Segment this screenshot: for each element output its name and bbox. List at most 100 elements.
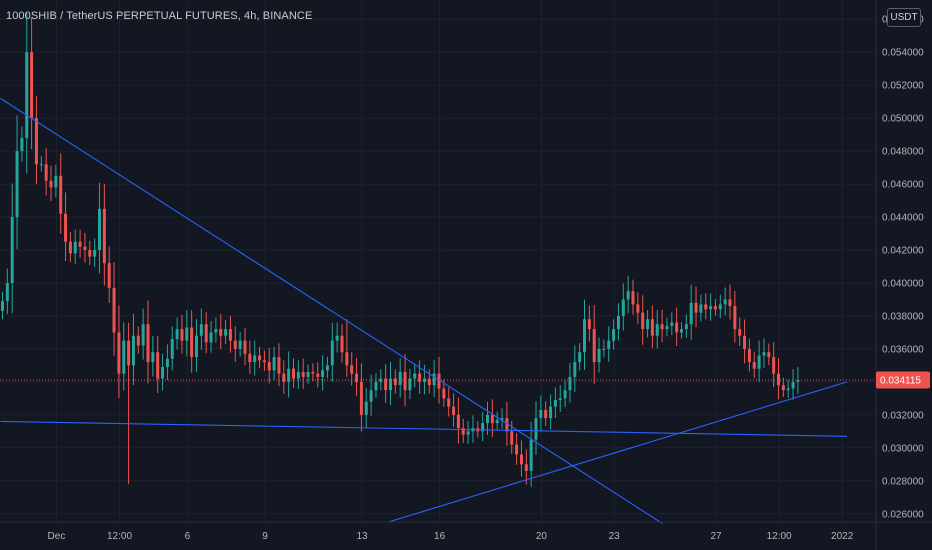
candle-body — [418, 373, 422, 382]
y-tick-label: 0.032000 — [882, 410, 924, 421]
x-tick-label: 20 — [536, 531, 548, 542]
candle-body — [602, 348, 606, 350]
candle-body — [621, 299, 625, 316]
candle-body — [689, 302, 693, 325]
candle-body — [427, 378, 431, 386]
candle-body — [355, 373, 359, 382]
currency-button[interactable]: USDT — [887, 8, 921, 27]
y-tick-label: 0.026000 — [882, 509, 924, 520]
candle-body — [10, 217, 14, 283]
candle-body — [534, 418, 538, 440]
candle-body — [185, 327, 189, 341]
candle-body — [592, 329, 596, 363]
candle-body — [219, 329, 223, 336]
candle-body — [258, 355, 262, 361]
candle-body — [733, 306, 737, 330]
candle-body — [777, 373, 780, 386]
x-tick-label: 13 — [356, 531, 368, 542]
x-tick-label: 27 — [710, 531, 722, 542]
candle-body — [335, 335, 339, 341]
candle-body — [238, 340, 242, 349]
candle-body — [713, 306, 717, 310]
candle-body — [369, 390, 373, 402]
x-tick-label: 12:00 — [767, 531, 792, 542]
candle-body — [141, 324, 145, 346]
candle-body — [675, 322, 679, 333]
candle-body — [199, 324, 203, 336]
candle-body — [151, 352, 155, 363]
candle-body — [519, 454, 523, 465]
candle-body — [214, 329, 218, 333]
x-tick-label: 12:00 — [107, 531, 132, 542]
candle-body — [374, 381, 378, 391]
candle-body — [680, 329, 683, 333]
candle-body — [59, 175, 63, 214]
candle-body — [316, 373, 320, 377]
candle-body — [660, 324, 664, 330]
candle-body — [306, 371, 310, 377]
candle-body — [694, 302, 698, 313]
candle-body — [49, 180, 53, 188]
time-axis[interactable]: Dec 12:00 6 9 13 16 20 23 27 12:00 2022 — [0, 521, 932, 542]
candle-body — [437, 373, 441, 389]
candle-body — [44, 164, 48, 181]
y-tick-label: 0.046000 — [882, 180, 924, 191]
candle-body — [359, 381, 363, 415]
y-tick-label: 0.040000 — [882, 278, 924, 289]
candle-body — [495, 419, 499, 424]
candle-body — [262, 360, 266, 363]
last-price-label: 0.034115 — [880, 375, 921, 386]
candle-body — [510, 431, 514, 445]
x-tick-label: 6 — [185, 531, 191, 542]
candle-body — [389, 378, 392, 391]
candle-body — [587, 319, 591, 330]
candle-body — [393, 378, 397, 386]
candle-body — [762, 352, 766, 356]
candle-body — [505, 418, 509, 432]
candle-body — [127, 340, 131, 366]
candle-body — [68, 241, 72, 254]
candle-body — [1, 301, 4, 312]
x-tick-label: 9 — [262, 531, 268, 542]
candle-body — [253, 355, 257, 363]
candle-body — [709, 306, 713, 310]
candle-body — [636, 304, 640, 313]
candle-body — [544, 409, 548, 419]
candle-body — [248, 353, 252, 363]
candle-body — [233, 340, 237, 349]
candle-body — [88, 250, 92, 257]
x-tick-label: 2022 — [831, 531, 854, 542]
candle-body — [364, 401, 368, 415]
candle-body — [25, 52, 29, 138]
candle-body — [699, 304, 703, 313]
candle-body — [54, 175, 58, 188]
candle-body — [243, 340, 247, 354]
candle-body — [597, 348, 601, 363]
candle-body — [490, 414, 494, 424]
candle-body — [413, 373, 417, 379]
candle-body — [786, 388, 790, 391]
candle-body — [752, 362, 756, 369]
candle-body — [539, 409, 543, 419]
candle-body — [529, 439, 533, 471]
candle-body — [190, 327, 194, 358]
y-tick-label: 0.028000 — [882, 476, 924, 487]
trendlines[interactable] — [0, 97, 848, 525]
candle-body — [500, 418, 504, 420]
candle-body — [578, 352, 582, 363]
candle-body — [83, 246, 87, 251]
candle-body — [277, 357, 281, 374]
candle-body — [224, 329, 228, 336]
candle-body — [616, 315, 620, 330]
candle-body — [743, 335, 747, 349]
candle-body — [292, 368, 295, 379]
candle-body — [175, 329, 179, 340]
candle-body — [98, 208, 101, 251]
candle-body — [93, 250, 97, 257]
candle-body — [626, 291, 630, 300]
y-tick-label: 0.038000 — [882, 311, 924, 322]
candle-body — [563, 390, 567, 399]
y-tick-label: 0.030000 — [882, 443, 924, 454]
candle-body — [408, 378, 412, 391]
